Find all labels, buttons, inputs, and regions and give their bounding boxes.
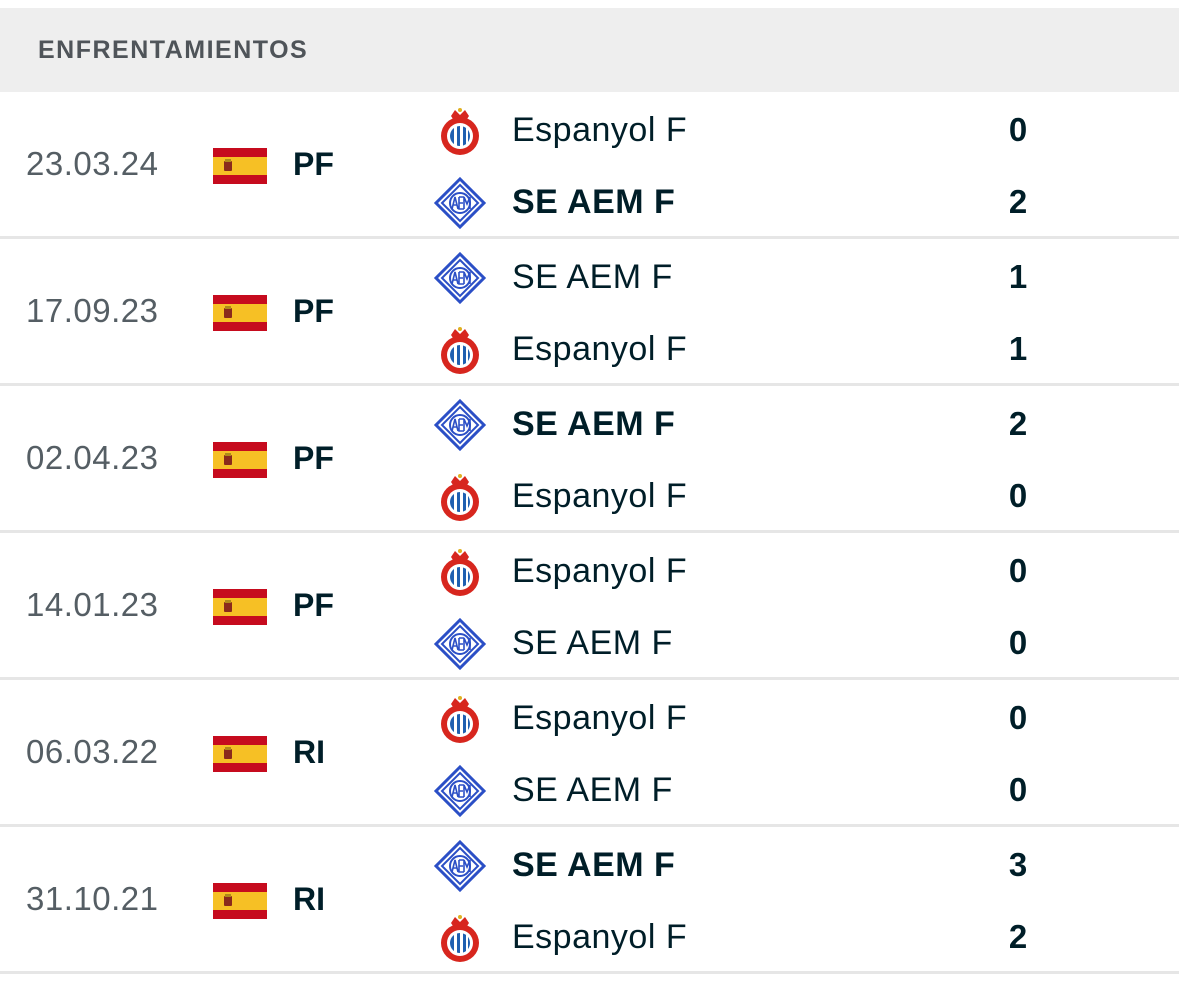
spain-flag-icon — [213, 148, 267, 184]
team-name[interactable]: Espanyol F — [512, 110, 688, 149]
home-team: SE AEM F 3 — [430, 829, 1130, 901]
home-team: Espanyol F 0 — [430, 535, 1130, 607]
home-team: Espanyol F 0 — [430, 682, 1130, 754]
spain-flag-icon — [213, 883, 267, 919]
competition-label[interactable]: RI — [293, 733, 325, 770]
team-score: 0 — [1008, 477, 1028, 514]
team-score: 2 — [1008, 183, 1028, 220]
match-row[interactable]: 31.10.21 RI SE AEM F 3 Espanyol F 2 — [0, 827, 1179, 974]
match-list: 23.03.24 PF Espanyol F 0 SE AEM F 2 17.0… — [0, 92, 1179, 974]
match-row[interactable]: 02.04.23 PF SE AEM F 2 Espanyol F 0 — [0, 386, 1179, 533]
team-name[interactable]: Espanyol F — [512, 551, 688, 590]
team-score: 2 — [1008, 405, 1028, 442]
home-team: SE AEM F 2 — [430, 388, 1130, 460]
away-team: Espanyol F 1 — [430, 313, 1130, 385]
team-name[interactable]: SE AEM F — [512, 845, 676, 884]
team-name[interactable]: Espanyol F — [512, 329, 688, 368]
spain-flag-icon — [213, 442, 267, 478]
team-score: 2 — [1008, 918, 1028, 955]
competition-label[interactable]: PF — [293, 586, 334, 623]
match-date: 14.01.23 — [26, 586, 159, 623]
section-title: ENFRENTAMIENTOS — [38, 35, 309, 64]
home-team: SE AEM F 1 — [430, 241, 1130, 313]
match-row[interactable]: 14.01.23 PF Espanyol F 0 SE AEM F 0 — [0, 533, 1179, 680]
aem-crest-icon — [433, 764, 487, 818]
spain-flag-icon — [213, 736, 267, 772]
match-row[interactable]: 06.03.22 RI Espanyol F 0 SE AEM F 0 — [0, 680, 1179, 827]
team-score: 3 — [1008, 846, 1028, 883]
espanyol-crest-icon — [441, 474, 479, 521]
team-score: 0 — [1008, 111, 1028, 148]
aem-crest-icon — [433, 176, 487, 230]
team-score: 0 — [1008, 699, 1028, 736]
away-team: SE AEM F 2 — [430, 166, 1130, 238]
espanyol-crest-icon — [441, 549, 479, 596]
team-name[interactable]: Espanyol F — [512, 917, 688, 956]
team-score: 0 — [1008, 771, 1028, 808]
spain-flag-icon — [213, 295, 267, 331]
away-team: Espanyol F 0 — [430, 460, 1130, 532]
team-score: 1 — [1008, 258, 1028, 295]
match-date: 02.04.23 — [26, 439, 159, 476]
team-score: 1 — [1008, 330, 1028, 367]
team-score: 0 — [1008, 552, 1028, 589]
aem-crest-icon — [433, 398, 487, 452]
spain-flag-icon — [213, 589, 267, 625]
match-row[interactable]: 17.09.23 PF SE AEM F 1 Espanyol F 1 — [0, 239, 1179, 386]
team-name[interactable]: SE AEM F — [512, 623, 673, 662]
espanyol-crest-icon — [441, 327, 479, 374]
espanyol-crest-icon — [441, 108, 479, 155]
competition-label[interactable]: RI — [293, 880, 325, 917]
competition-label[interactable]: PF — [293, 145, 334, 182]
espanyol-crest-icon — [441, 915, 479, 962]
away-team: Espanyol F 2 — [430, 901, 1130, 973]
home-team: Espanyol F 0 — [430, 94, 1130, 166]
team-name[interactable]: SE AEM F — [512, 770, 673, 809]
competition-label[interactable]: PF — [293, 292, 334, 329]
team-name[interactable]: SE AEM F — [512, 257, 673, 296]
section-header: ENFRENTAMIENTOS — [0, 8, 1179, 92]
team-name[interactable]: SE AEM F — [512, 182, 676, 221]
match-row[interactable]: 23.03.24 PF Espanyol F 0 SE AEM F 2 — [0, 92, 1179, 239]
team-name[interactable]: Espanyol F — [512, 698, 688, 737]
match-date: 23.03.24 — [26, 145, 159, 182]
team-score: 0 — [1008, 624, 1028, 661]
match-date: 17.09.23 — [26, 292, 159, 329]
competition-label[interactable]: PF — [293, 439, 334, 476]
match-date: 31.10.21 — [26, 880, 159, 917]
aem-crest-icon — [433, 617, 487, 671]
team-name[interactable]: SE AEM F — [512, 404, 676, 443]
team-name[interactable]: Espanyol F — [512, 476, 688, 515]
espanyol-crest-icon — [441, 696, 479, 743]
away-team: SE AEM F 0 — [430, 607, 1130, 679]
aem-crest-icon — [433, 251, 487, 305]
aem-crest-icon — [433, 839, 487, 893]
away-team: SE AEM F 0 — [430, 754, 1130, 826]
match-date: 06.03.22 — [26, 733, 159, 770]
